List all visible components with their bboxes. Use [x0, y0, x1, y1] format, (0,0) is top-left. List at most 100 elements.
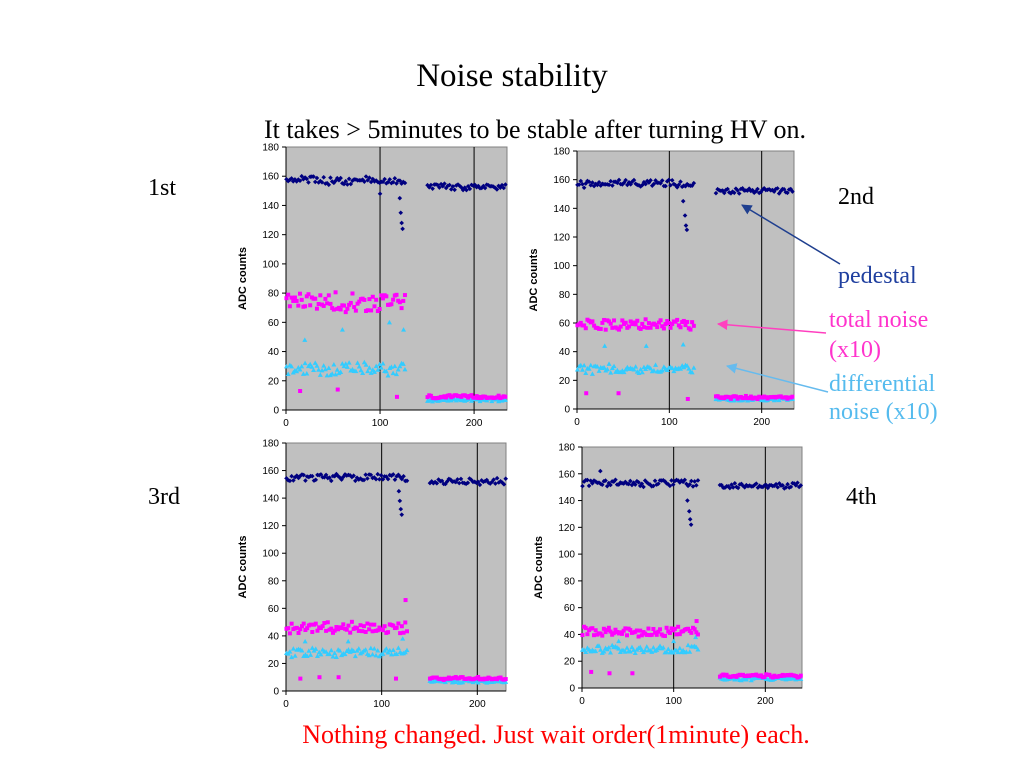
- pedestal-point: [356, 477, 362, 482]
- pedestal-point: [399, 512, 405, 517]
- differential-noise-point: [352, 653, 358, 659]
- x-tick-label: 0: [283, 699, 289, 710]
- total-noise-point: [294, 625, 299, 630]
- y-tick-label: 80: [559, 290, 571, 301]
- pedestal-point: [372, 179, 377, 184]
- pedestal-point: [738, 186, 744, 192]
- pedestal-point: [492, 185, 498, 191]
- differential-noise-point: [300, 371, 306, 376]
- differential-noise-point: [581, 362, 587, 368]
- differential-noise-point: [583, 370, 589, 375]
- pedestal-point: [294, 473, 300, 478]
- total-noise-point: [625, 633, 630, 638]
- total-noise-point: [628, 319, 633, 324]
- total-noise-point: [394, 625, 399, 630]
- pedestal-point: [626, 481, 631, 487]
- total-noise-point: [676, 624, 681, 629]
- total-noise-point: [394, 676, 398, 681]
- y-tick-label: 60: [268, 318, 280, 329]
- differential-noise-point: [326, 365, 332, 370]
- pedestal-point: [428, 182, 434, 188]
- pedestal-point: [639, 182, 645, 188]
- y-tick-label: 0: [273, 687, 279, 698]
- pedestal-point: [663, 183, 668, 189]
- pedestal-point: [730, 485, 736, 490]
- pedestal-point: [646, 481, 651, 487]
- total-noise-point: [350, 291, 355, 296]
- total-noise-point: [338, 307, 343, 312]
- total-noise-point: [304, 294, 309, 299]
- differential-noise-point: [588, 362, 594, 368]
- pedestal-point: [596, 179, 602, 185]
- pedestal-point: [498, 478, 503, 484]
- differential-noise-point: [353, 368, 359, 374]
- pedestal-point: [292, 474, 298, 480]
- pedestal-point: [464, 187, 469, 193]
- total-noise-point: [308, 622, 313, 627]
- differential-noise-point: [289, 363, 295, 369]
- total-noise-point: [608, 321, 613, 326]
- pedestal-point: [327, 475, 332, 481]
- pedestal-point: [750, 483, 756, 489]
- pedestal-point: [397, 474, 403, 480]
- total-noise-point: [394, 394, 399, 399]
- differential-noise-point: [669, 365, 675, 371]
- differential-noise-point: [400, 361, 406, 366]
- pedestal-point: [363, 174, 369, 179]
- pedestal-point: [467, 476, 472, 481]
- pedestal-point: [783, 485, 789, 490]
- differential-noise-point: [637, 644, 643, 650]
- pedestal-point: [462, 480, 467, 486]
- differential-noise-point: [314, 363, 320, 368]
- differential-noise-point: [297, 366, 303, 372]
- pedestal-point: [639, 481, 645, 487]
- differential-noise-point: [648, 365, 654, 371]
- total-noise-point: [641, 325, 646, 330]
- differential-noise-point: [339, 327, 345, 332]
- pedestal-point: [735, 188, 740, 193]
- pedestal-point: [685, 483, 691, 489]
- differential-noise-point: [342, 651, 348, 657]
- x-tick-label: 0: [579, 696, 585, 707]
- run-label-2nd: 2nd: [838, 184, 874, 210]
- pedestal-point: [336, 177, 342, 183]
- differential-noise-point: [390, 370, 396, 376]
- differential-noise-point: [598, 647, 604, 652]
- differential-noise-point: [604, 366, 610, 372]
- pedestal-point: [460, 187, 466, 193]
- differential-noise-point: [397, 363, 403, 369]
- total-noise-arrow: [716, 319, 827, 334]
- pedestal-point: [304, 176, 310, 182]
- pedestal-point: [385, 179, 391, 185]
- pedestal-point: [384, 181, 389, 186]
- pedestal-point: [677, 480, 683, 485]
- total-noise-point: [656, 320, 661, 325]
- pedestal-point: [390, 179, 396, 185]
- differential-noise-point: [680, 342, 686, 347]
- pedestal-point: [580, 181, 585, 187]
- pedestal-point: [652, 478, 658, 484]
- pedestal-point: [397, 498, 403, 504]
- total-noise-point: [686, 626, 691, 631]
- total-noise-point: [798, 673, 803, 678]
- differential-noise-point: [329, 371, 335, 376]
- pedestal-point: [301, 176, 306, 182]
- differential-noise-point: [294, 368, 300, 374]
- total-noise-point: [616, 391, 621, 396]
- total-noise-point: [402, 293, 407, 298]
- total-noise-point: [372, 304, 377, 309]
- total-noise-point: [356, 628, 361, 633]
- differential-noise-point: [643, 366, 649, 372]
- total-noise-point: [360, 629, 365, 634]
- total-noise-point: [365, 308, 370, 313]
- run-label-1st: 1st: [148, 175, 177, 201]
- pedestal-point: [456, 480, 462, 486]
- differential-noise-point: [334, 367, 340, 372]
- pedestal-point: [400, 226, 405, 232]
- differential-noise-point: [373, 363, 379, 369]
- pedestal-point: [489, 479, 495, 485]
- differential-noise-point: [395, 366, 401, 372]
- differential-noise-point: [394, 651, 400, 656]
- differential-noise-point: [394, 371, 399, 377]
